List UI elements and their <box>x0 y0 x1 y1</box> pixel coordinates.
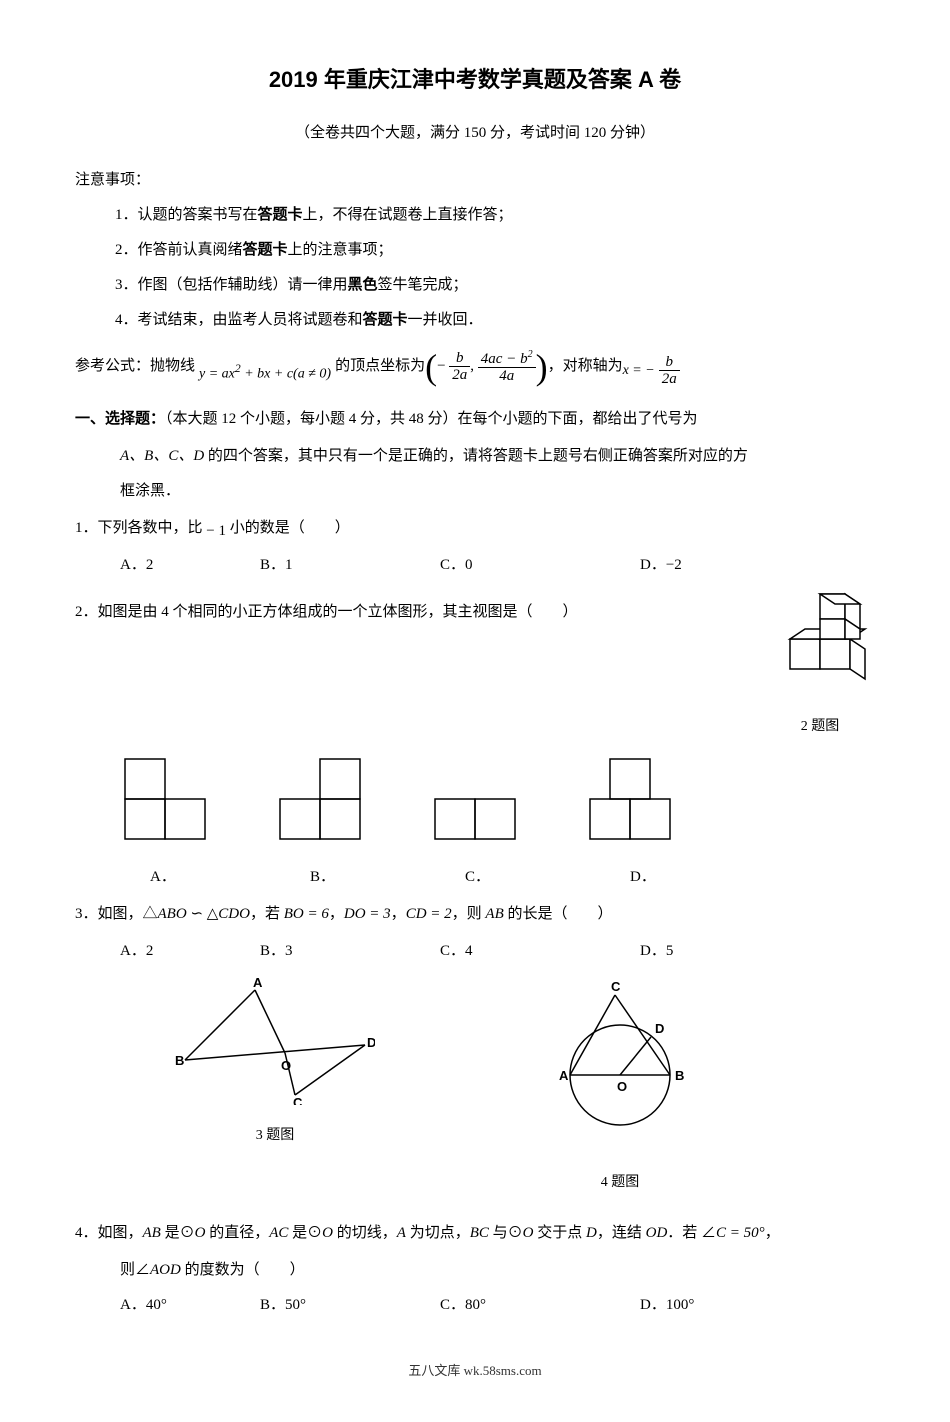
option-a: A．2 <box>120 552 260 579</box>
question-2-options: A． B． C． D． <box>75 864 875 891</box>
note-item: 1．认题的答案书写在答题卡上，不得在试题卷上直接作答； <box>115 202 875 229</box>
svg-text:A: A <box>253 975 263 990</box>
svg-text:O: O <box>281 1058 291 1073</box>
page-subtitle: （全卷共四个大题，满分 150 分，考试时间 120 分钟） <box>75 120 875 147</box>
svg-text:C: C <box>611 979 621 994</box>
note-item: 4．考试结束，由监考人员将试题卷和答题卡一并收回． <box>115 307 875 334</box>
option-c: C．4 <box>440 938 640 965</box>
option-c: C．80° <box>440 1292 640 1319</box>
page-title: 2019 年重庆江津中考数学真题及答案 A 卷 <box>75 60 875 100</box>
option-b: B．1 <box>260 552 440 579</box>
option-c: C． <box>465 864 630 891</box>
option-d: D．−2 <box>640 552 790 579</box>
figure-2-label: 2 题图 <box>765 714 875 739</box>
svg-text:O: O <box>617 1079 627 1094</box>
question-3-options: A．2 B．3 C．4 D．5 <box>75 938 875 965</box>
option-a-figure <box>120 754 220 854</box>
svg-text:B: B <box>675 1068 684 1083</box>
question-2-row: 2．如图是由 4 个相同的小正方体组成的一个立体图形，其主视图是（ ） <box>75 589 875 739</box>
question-2-figure: 2 题图 <box>765 589 875 739</box>
option-c: C．0 <box>440 552 640 579</box>
cube-figure-icon <box>765 589 875 699</box>
notes-list: 1．认题的答案书写在答题卡上，不得在试题卷上直接作答； 2．作答前认真阅绪答题卡… <box>75 202 875 334</box>
notes-header: 注意事项： <box>75 167 875 194</box>
reference-formula: 参考公式：抛物线 y = ax2 + bx + c(a ≠ 0) 的顶点坐标为 … <box>75 349 875 385</box>
svg-text:D: D <box>367 1035 375 1050</box>
section-1-line3: 框涂黑． <box>75 478 875 505</box>
svg-text:A: A <box>559 1068 569 1083</box>
svg-text:C: C <box>293 1095 303 1105</box>
option-a: A．40° <box>120 1292 260 1319</box>
question-2-answer-figures <box>75 754 875 854</box>
option-d-figure <box>585 754 685 854</box>
question-1-options: A．2 B．1 C．0 D．−2 <box>75 552 875 579</box>
figure-4: C D A B O 4 题图 <box>535 975 705 1195</box>
question-4-line2: 则∠AOD 的度数为（ ） <box>75 1257 875 1284</box>
note-item: 2．作答前认真阅绪答题卡上的注意事项； <box>115 237 875 264</box>
option-a: A．2 <box>120 938 260 965</box>
svg-text:D: D <box>655 1021 664 1036</box>
option-a: A． <box>150 864 310 891</box>
option-d: D． <box>630 864 730 891</box>
question-3: 3．如图，△ABO ∽ △CDO，若 BO = 6，DO = 3，CD = 2，… <box>75 901 875 928</box>
section-1-header: 一、选择题：（本大题 12 个小题，每小题 4 分，共 48 分）在每个小题的下… <box>75 405 875 433</box>
note-item: 3．作图（包括作辅助线）请一律用黑色签牛笔完成； <box>115 272 875 299</box>
figure-4-label: 4 题图 <box>535 1170 705 1195</box>
question-4: 4．如图，AB 是⊙O 的直径，AC 是⊙O 的切线，A 为切点，BC 与⊙O … <box>75 1220 875 1247</box>
option-d: D．5 <box>640 938 790 965</box>
question-1: 1．下列各数中，比 − 1 小的数是（ ） <box>75 515 875 542</box>
option-d: D．100° <box>640 1292 790 1319</box>
section-1-line2: A、B、C、D 的四个答案，其中只有一个是正确的，请将答题卡上题号右侧正确答案所… <box>75 443 875 470</box>
figure-3-label: 3 题图 <box>175 1123 375 1148</box>
figure-3: A B O D C 3 题图 <box>175 975 375 1195</box>
option-b: B．3 <box>260 938 440 965</box>
page-footer: 五八文库 wk.58sms.com <box>75 1359 875 1382</box>
question-2: 2．如图是由 4 个相同的小正方体组成的一个立体图形，其主视图是（ ） <box>75 599 745 626</box>
svg-text:B: B <box>175 1053 184 1068</box>
option-b-figure <box>275 754 375 854</box>
option-b: B．50° <box>260 1292 440 1319</box>
question-4-options: A．40° B．50° C．80° D．100° <box>75 1292 875 1319</box>
question-3-4-figures: A B O D C 3 题图 C D A B O 4 题图 <box>75 975 875 1195</box>
option-c-figure <box>430 794 530 854</box>
option-b: B． <box>310 864 465 891</box>
